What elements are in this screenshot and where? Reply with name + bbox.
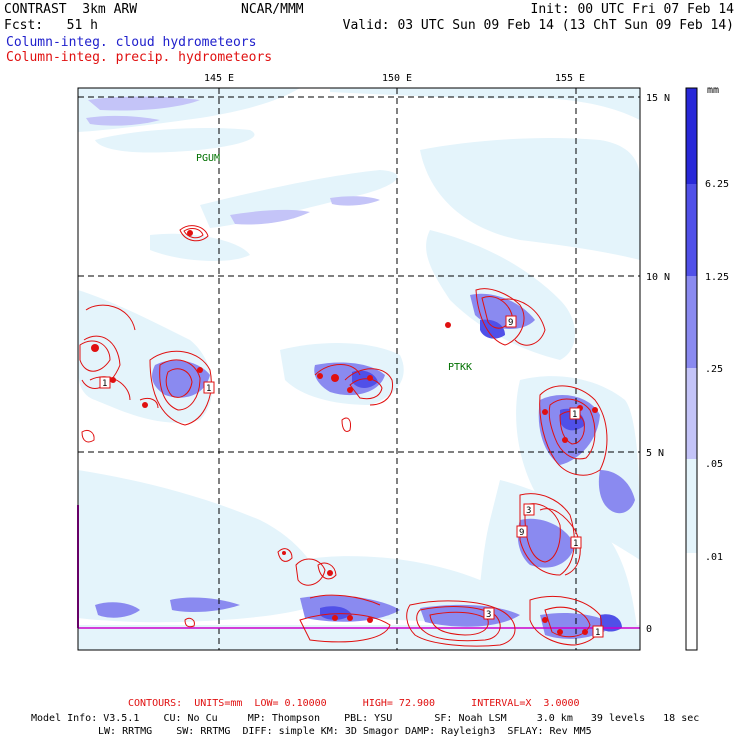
contour-mark: 3 xyxy=(483,607,495,620)
lat-label: 10 N xyxy=(646,272,670,283)
contour-mark-text: 9 xyxy=(508,318,513,328)
station-pgum: PGUM xyxy=(196,153,220,164)
lon-label: 145 E xyxy=(204,73,234,84)
forecast-hour: Fcst: 51 h xyxy=(4,18,98,33)
stations: PGUM PTKK xyxy=(196,153,472,373)
legend-swatch xyxy=(686,88,697,184)
model-info-line-1: Model Info: V3.5.1 CU: No Cu MP: Thompso… xyxy=(31,713,700,724)
legend-swatch xyxy=(686,368,697,459)
contour-mark-text: 3 xyxy=(526,506,531,516)
legend-unit: mm xyxy=(707,85,719,96)
legend-swatch xyxy=(686,276,697,368)
contour-mark-text: 1 xyxy=(573,539,578,549)
contour-mark: 1 xyxy=(99,376,111,389)
contour-mark: 3 xyxy=(523,503,535,516)
lat-label: 5 N xyxy=(646,448,664,459)
legend-level: .05 xyxy=(705,459,723,470)
station-ptkk: PTKK xyxy=(448,362,472,373)
lon-label: 155 E xyxy=(555,73,585,84)
model-info-line-2: LW: RRTMG SW: RRTMG DIFF: simple KM: 3D … xyxy=(98,726,592,737)
field-precip-label: Column-integ. precip. hydrometeors xyxy=(6,50,273,65)
legend-swatch xyxy=(686,184,697,276)
contour-mark: 9 xyxy=(505,315,517,328)
contour-mark-text: 3 xyxy=(486,610,491,620)
legend-swatch xyxy=(686,553,697,650)
map-frame xyxy=(77,87,641,651)
org-label: NCAR/MMM xyxy=(241,2,304,17)
contour-mark-text: 1 xyxy=(572,410,577,420)
legend-level: 6.25 xyxy=(705,179,729,190)
contour-mark: 1 xyxy=(203,381,215,394)
contour-mark-text: 1 xyxy=(595,628,600,638)
model-title: CONTRAST 3km ARW xyxy=(4,2,138,17)
field-cloud-label: Column-integ. cloud hydrometeors xyxy=(6,35,257,50)
legend-level: .25 xyxy=(705,364,723,375)
precip-cores xyxy=(91,230,598,635)
legend-level: .01 xyxy=(705,552,723,563)
contour-mark: 1 xyxy=(569,407,581,420)
lon-label: 150 E xyxy=(382,73,412,84)
legend-labels: mm 6.25 1.25 .25 .05 .01 xyxy=(705,85,729,563)
lat-label: 0 xyxy=(646,624,652,635)
legend-level: 1.25 xyxy=(705,272,729,283)
contour-mark: 1 xyxy=(570,536,582,549)
axis-labels: 145 E 150 E 155 E 15 N 10 N 5 N 0 xyxy=(204,73,670,635)
graticule xyxy=(78,88,640,650)
legend-swatch xyxy=(686,459,697,553)
lat-label: 15 N xyxy=(646,93,670,104)
contour-marks: 1 1 9 1 3 9 1 3 1 xyxy=(99,315,604,638)
contour-mark-text: 9 xyxy=(519,528,524,538)
contour-mark: 9 xyxy=(516,525,528,538)
contour-mark-text: 1 xyxy=(102,379,107,389)
contour-mark-text: 1 xyxy=(206,384,211,394)
contours-info: CONTOURS: UNITS=mm LOW= 0.10000 HIGH= 72… xyxy=(128,698,580,709)
init-time: Init: 00 UTC Fri 07 Feb 14 xyxy=(530,2,735,17)
legend-colorbar xyxy=(685,87,698,651)
cloud-fill-layer xyxy=(78,88,640,650)
contour-mark: 1 xyxy=(592,625,604,638)
valid-time: Valid: 03 UTC Sun 09 Feb 14 (13 ChT Sun … xyxy=(342,18,734,33)
